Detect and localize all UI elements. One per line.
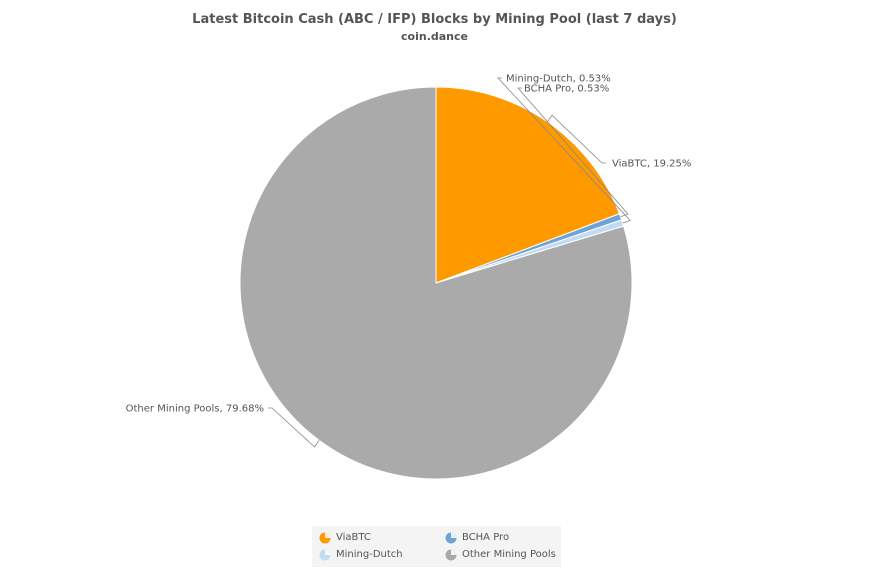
pie-icon: [319, 549, 331, 561]
data-label-viabtc: ViaBTC, 19.25%: [612, 159, 691, 170]
chart-title: Latest Bitcoin Cash (ABC / IFP) Blocks b…: [192, 12, 677, 27]
chart-legend: ViaBTC BCHA Pro Mining-Dutch Other Mining P…: [312, 526, 561, 567]
data-label-other-mining-pools: Other Mining Pools, 79.68%: [126, 404, 264, 415]
pie-slice-other-mining-pools[interactable]: [239, 86, 633, 480]
legend-label: ViaBTC: [336, 532, 371, 543]
label-connector-mining-dutch: [497, 77, 631, 224]
data-label-mining-dutch: Mining-Dutch, 0.53%: [506, 74, 611, 85]
label-connector-bcha-pro: [517, 87, 629, 218]
label-connector-viabtc: [547, 114, 606, 164]
data-label-bcha-pro: BCHA Pro, 0.53%: [524, 84, 609, 95]
pie-icon: [445, 532, 457, 544]
pie-icon: [445, 549, 457, 561]
legend-label: Mining-Dutch: [336, 549, 403, 560]
legend-label: BCHA Pro: [462, 532, 510, 543]
legend-label: Other Mining Pools: [462, 549, 556, 560]
label-connector-other-mining-pools: [268, 407, 320, 448]
chart-subtitle: coin.dance: [401, 30, 468, 43]
pie-icon: [319, 532, 331, 544]
